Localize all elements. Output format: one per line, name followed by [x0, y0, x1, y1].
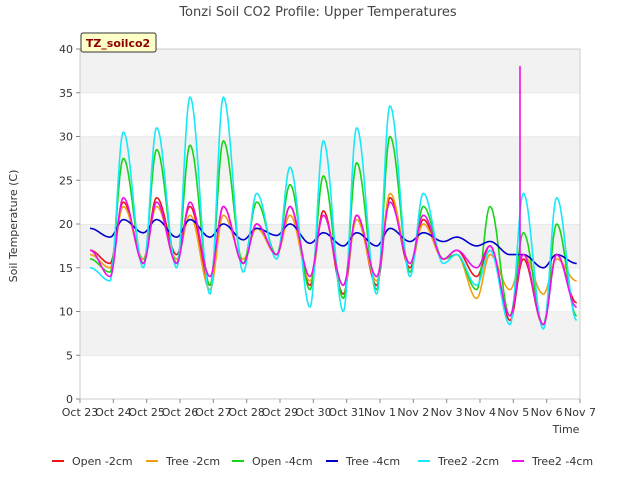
x-tick-label: Oct 30 [295, 406, 332, 419]
y-tick-label: 0 [66, 393, 73, 406]
y-tick-label: 40 [59, 43, 73, 56]
x-tick-label: Oct 25 [128, 406, 165, 419]
x-tick-label: Nov 2 [397, 406, 429, 419]
series-line-tree-4cm [89, 218, 577, 269]
series-line-tree2-2cm [89, 96, 578, 330]
y-tick-label: 10 [59, 306, 73, 319]
y-tick-label: 30 [59, 131, 73, 144]
legend-label: Open -4cm [252, 455, 313, 468]
grid-bands [80, 48, 580, 399]
legend-label: Tree -2cm [165, 455, 220, 468]
x-tick-label: Oct 24 [95, 406, 132, 419]
y-tick-label: 20 [59, 218, 73, 231]
x-tick-label: Oct 28 [228, 406, 265, 419]
grid-band [80, 267, 580, 312]
series-layer [89, 65, 578, 330]
x-tick-label: Nov 1 [364, 406, 396, 419]
x-tick-label: Oct 31 [328, 406, 365, 419]
x-tick-label: Oct 27 [195, 406, 232, 419]
site-badge: TZ_soilco2 [80, 32, 157, 53]
x-tick-label: Oct 29 [262, 406, 299, 419]
x-tick-label: Oct 26 [162, 406, 199, 419]
x-tick-label: Nov 6 [531, 406, 563, 419]
legend-label: Tree2 -4cm [531, 455, 593, 468]
chart-title: Tonzi Soil CO2 Profile: Upper Temperatur… [178, 5, 457, 20]
x-tick-label: Nov 3 [431, 406, 463, 419]
grid-band [80, 49, 580, 93]
legend: Open -2cm Tree -2cm Open -4cm Tree -4cm Tree… [52, 455, 593, 468]
grid-band [80, 355, 580, 399]
site-badge-label: TZ_soilco2 [86, 37, 150, 50]
y-axis-label: Soil Temperature (C) [7, 170, 20, 283]
legend-label: Tree2 -2cm [437, 455, 499, 468]
legend-label: Open -2cm [72, 455, 133, 468]
x-tick-label: Nov 5 [497, 406, 529, 419]
y-tick-label: 5 [66, 349, 73, 362]
x-axis-label: Time [552, 423, 580, 436]
y-tick-label: 25 [59, 174, 73, 187]
y-tick-label: 35 [59, 87, 73, 100]
site-badge-box [80, 32, 157, 53]
grid-band [80, 92, 580, 137]
legend-label: Tree -4cm [345, 455, 400, 468]
x-tick-label: Nov 7 [564, 406, 596, 419]
grid-band [80, 311, 580, 356]
x-tick-label: Nov 4 [464, 406, 496, 419]
y-tick-label: 15 [59, 262, 73, 275]
x-tick-label: Oct 23 [62, 406, 99, 419]
y-axis: 0 5 10 15 20 25 30 35 40 [59, 43, 80, 406]
series-line-tree2-4cm [89, 65, 577, 326]
